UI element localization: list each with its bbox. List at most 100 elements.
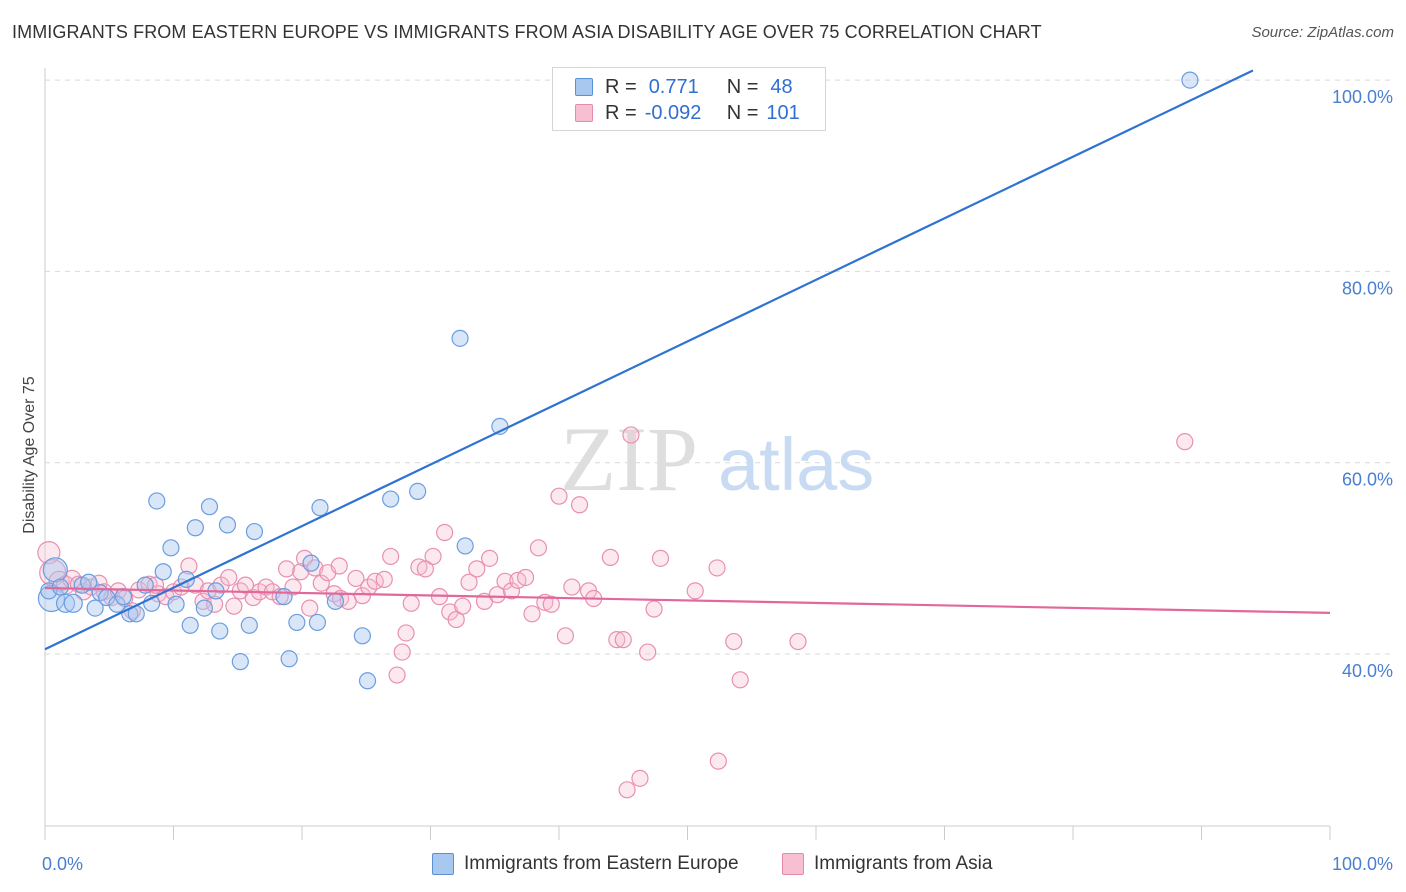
asia-point bbox=[410, 558, 428, 576]
asia-point bbox=[709, 752, 727, 770]
bottom-swatch-blue bbox=[432, 853, 454, 875]
asia-point bbox=[460, 573, 478, 591]
y-tick-label: 80.0% bbox=[1342, 278, 1393, 298]
eastern-europe-point bbox=[162, 539, 180, 557]
bottom-legend-label: Immigrants from Asia bbox=[814, 853, 993, 874]
eastern-europe-point bbox=[86, 599, 104, 617]
eastern-europe-point bbox=[1181, 71, 1199, 89]
asia-point bbox=[516, 568, 535, 587]
asia-point bbox=[330, 557, 348, 575]
grid-lines bbox=[45, 79, 1392, 655]
asia-point bbox=[631, 769, 649, 787]
asia-point bbox=[347, 569, 365, 588]
asia-point bbox=[353, 587, 371, 605]
asia-point bbox=[312, 574, 330, 592]
eastern-europe-point bbox=[302, 554, 320, 572]
asia-point bbox=[180, 557, 198, 575]
legend-r-value: 0.771 bbox=[648, 75, 699, 98]
asia-point bbox=[725, 632, 743, 651]
tick-labels: 40.0% 60.0% 80.0% 100.0% 0.0% 100.0% bbox=[42, 87, 1393, 874]
asia-point bbox=[563, 578, 581, 596]
eastern-europe-point bbox=[154, 563, 172, 581]
asia-point bbox=[388, 666, 406, 684]
asia-point bbox=[570, 496, 589, 514]
eastern-europe-point bbox=[451, 329, 469, 347]
axes bbox=[44, 68, 1331, 840]
legend-r-label: R = bbox=[605, 75, 637, 98]
asia-point bbox=[397, 624, 415, 642]
eastern-europe-point bbox=[167, 595, 185, 613]
eastern-europe-point bbox=[181, 616, 199, 634]
asia-point bbox=[436, 523, 454, 542]
asia-point bbox=[496, 572, 514, 590]
asia-point bbox=[550, 487, 568, 505]
watermark: ZIP atlas bbox=[560, 408, 874, 510]
asia-point bbox=[542, 595, 560, 613]
asia-point bbox=[416, 560, 434, 578]
correlation-legend: R = 0.771 N = 48 R = -0.092 N = 101 bbox=[552, 67, 826, 131]
asia-point bbox=[645, 600, 663, 618]
asia-point bbox=[601, 548, 620, 566]
legend-n-value: 101 bbox=[766, 101, 800, 124]
y-tick-label: 60.0% bbox=[1342, 470, 1393, 490]
x-tick-label: 0.0% bbox=[42, 854, 83, 874]
asia-point bbox=[622, 426, 640, 444]
legend-row-asia: R = -0.092 N = 101 bbox=[575, 101, 800, 125]
y-tick-label: 40.0% bbox=[1342, 661, 1393, 681]
asia-point bbox=[301, 599, 319, 617]
eastern-europe-point bbox=[186, 519, 204, 537]
eastern-europe-point bbox=[114, 588, 132, 606]
bottom-legend-eastern-europe: Immigrants from Eastern Europe bbox=[432, 850, 739, 878]
legend-n-label: N = bbox=[726, 75, 759, 98]
eastern-europe-point bbox=[358, 672, 377, 690]
x-tick-label: 100.0% bbox=[1332, 854, 1393, 874]
asia-point bbox=[651, 549, 670, 567]
asia-point bbox=[220, 568, 238, 587]
legend-row-eastern-europe: R = 0.771 N = 48 bbox=[575, 75, 793, 99]
eastern-europe-point bbox=[51, 578, 70, 596]
asia-point bbox=[375, 570, 393, 588]
eastern-europe-point bbox=[63, 593, 83, 613]
asia-point bbox=[225, 597, 243, 615]
asia-point bbox=[618, 781, 636, 799]
eastern-europe-point bbox=[311, 499, 329, 517]
asia-point bbox=[424, 547, 442, 566]
eastern-europe-point bbox=[200, 498, 219, 516]
asia-point bbox=[686, 582, 704, 600]
asia-point bbox=[789, 632, 807, 651]
eastern-europe-point bbox=[382, 490, 400, 508]
eastern-europe-point bbox=[409, 482, 427, 500]
asia-point bbox=[556, 627, 575, 645]
y-axis-title: Disability Age Over 75 bbox=[21, 376, 38, 534]
eastern-europe-point bbox=[148, 492, 166, 510]
bottom-legend-label: Immigrants from Eastern Europe bbox=[464, 853, 739, 874]
asia-point bbox=[382, 547, 400, 566]
asia-point bbox=[731, 671, 749, 689]
asia-point bbox=[502, 582, 521, 600]
legend-r-value: -0.092 bbox=[644, 101, 702, 124]
asia-point bbox=[529, 539, 548, 557]
asia-point bbox=[244, 588, 262, 607]
bottom-legend-asia: Immigrants from Asia bbox=[782, 850, 992, 878]
legend-swatch-pink bbox=[575, 104, 593, 122]
eastern-europe-point bbox=[275, 588, 293, 606]
chart-title: IMMIGRANTS FROM EASTERN EUROPE VS IMMIGR… bbox=[12, 22, 1042, 42]
y-tick-label: 100.0% bbox=[1332, 87, 1393, 107]
eastern-europe-point bbox=[245, 522, 264, 541]
eastern-europe-point bbox=[353, 627, 371, 645]
watermark-atlas: atlas bbox=[718, 423, 874, 506]
asia-point bbox=[206, 595, 224, 613]
asia-point bbox=[1176, 433, 1194, 451]
eastern-europe-point bbox=[326, 592, 345, 610]
legend-swatch-blue bbox=[575, 78, 593, 96]
asia-point bbox=[393, 643, 411, 661]
legend-r-label: R = bbox=[605, 101, 637, 124]
eastern-europe-point bbox=[42, 557, 68, 583]
eastern-europe-point bbox=[280, 650, 298, 668]
eastern-europe-point bbox=[456, 537, 474, 555]
eastern-europe-point bbox=[288, 613, 306, 632]
bottom-swatch-pink bbox=[782, 853, 804, 875]
eastern-europe-point bbox=[55, 593, 76, 613]
asia-trendline bbox=[44, 586, 1331, 614]
